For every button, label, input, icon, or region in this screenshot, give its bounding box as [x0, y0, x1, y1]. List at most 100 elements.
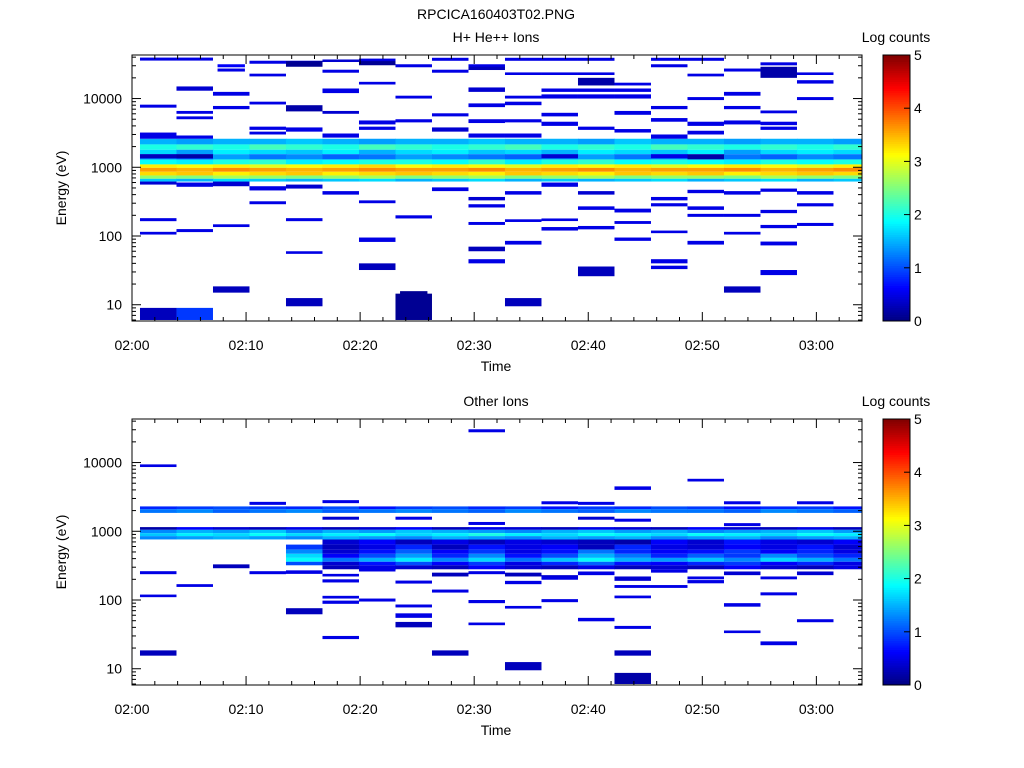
colorbar-segment [883, 168, 910, 171]
heatmap-band-cell [614, 171, 652, 176]
heatmap-cell [723, 571, 761, 576]
colorbar-segment [883, 192, 910, 196]
heatmap-band-cell [468, 149, 506, 155]
x-tick-label: 02:20 [343, 701, 378, 717]
heatmap-band-cell [760, 144, 798, 150]
heatmap-band-cell [796, 144, 834, 150]
colorbar-segment [883, 465, 910, 469]
heatmap-band-cell [614, 539, 652, 545]
colorbar-segment [883, 55, 910, 58]
heatmap-cell [614, 110, 651, 115]
heatmap-cell [139, 104, 177, 108]
heatmap-cell [139, 181, 177, 185]
colorbar-segment [883, 600, 910, 604]
heatmap-cell [687, 576, 724, 580]
heatmap-band-cell [212, 154, 250, 160]
heatmap-band-cell [723, 509, 761, 513]
heatmap-cell [796, 97, 834, 101]
heatmap-band-cell [650, 533, 688, 537]
heatmap-band-cell [468, 527, 506, 530]
colorbar-segment [883, 199, 910, 202]
panel-2-colorbar-label: Log counts [862, 393, 931, 409]
heatmap-cell [614, 486, 651, 490]
heatmap-band-cell [358, 536, 396, 540]
heatmap-band-cell [577, 175, 615, 179]
heatmap-band-cell [504, 565, 542, 570]
heatmap-band-cell [395, 144, 433, 150]
heatmap-band-cell [577, 509, 615, 513]
heatmap-cell [760, 188, 797, 192]
heatmap-band-cell [431, 506, 469, 510]
heatmap-cell [796, 203, 834, 207]
heatmap-band-cell [541, 175, 579, 179]
colorbar-segment [883, 567, 910, 571]
heatmap-cell [249, 201, 286, 205]
colorbar-segment [883, 236, 910, 240]
heatmap-cell [395, 119, 432, 123]
heatmap-band-cell [833, 536, 863, 540]
colorbar-segment [883, 474, 910, 478]
heatmap-band-cell [358, 144, 396, 150]
colorbar-segment [883, 671, 910, 675]
colorbar-tick-label: 3 [914, 153, 922, 169]
x-tick-label: 02:30 [457, 337, 492, 353]
colorbar-segment [883, 616, 910, 619]
heatmap-cell [358, 61, 396, 66]
heatmap-cell [723, 630, 761, 634]
heatmap-band-cell [322, 144, 360, 150]
heatmap-cell [212, 564, 250, 569]
colorbar-segment [883, 665, 910, 668]
heatmap-band-cell [285, 529, 323, 534]
heatmap-band-cell [212, 536, 250, 540]
heatmap-band-cell [468, 529, 506, 534]
colorbar-segment [883, 625, 910, 628]
heatmap-cell [687, 206, 724, 210]
heatmap-cell [431, 127, 469, 132]
heatmap-cell [468, 600, 505, 604]
heatmap-band-cell [650, 167, 688, 172]
heatmap-band-cell [650, 149, 688, 155]
heatmap-band-cell [285, 509, 323, 513]
heatmap-cell [504, 572, 542, 577]
x-tick-label: 02:50 [685, 701, 720, 717]
heatmap-band-cell [687, 175, 725, 179]
y-tick-label: 10 [106, 661, 122, 677]
heatmap-band-cell [212, 159, 250, 165]
heatmap-band-cell [541, 533, 579, 537]
heatmap-band-cell [796, 544, 834, 550]
colorbar-segment [883, 441, 910, 444]
colorbar-tick-label: 0 [914, 677, 922, 693]
heatmap-band-cell [650, 549, 688, 554]
heatmap-cell [358, 200, 396, 204]
colorbar-segment [883, 438, 910, 442]
heatmap-band-cell [249, 159, 287, 165]
heatmap-band-cell [468, 171, 506, 176]
heatmap-band-cell [212, 509, 250, 513]
heatmap-band-cell [577, 565, 615, 570]
heatmap-band-cell [285, 544, 323, 550]
heatmap-band-cell [395, 544, 433, 550]
heatmap-cell [139, 571, 177, 575]
heatmap-band-cell [723, 539, 761, 545]
colorbar-segment [883, 472, 910, 475]
colorbar-segment [883, 545, 910, 548]
heatmap-band-cell [176, 175, 214, 179]
heatmap-cell [687, 57, 724, 61]
panel-1-x-label: Time [481, 358, 512, 374]
heatmap-cell [212, 91, 250, 96]
colorbar-segment [883, 61, 910, 65]
heatmap-band-cell [760, 544, 798, 550]
heatmap-band-cell [833, 529, 863, 534]
heatmap-band-cell [504, 561, 542, 566]
heatmap-band-cell [395, 549, 433, 554]
colorbar-segment [883, 607, 910, 611]
colorbar-segment [883, 463, 910, 466]
heatmap-band-cell [541, 509, 579, 513]
heatmap-band-cell [285, 549, 323, 554]
heatmap-band-cell [796, 175, 834, 179]
heatmap-band-cell [650, 539, 688, 545]
colorbar-segment [883, 283, 910, 286]
colorbar-segment [883, 425, 910, 429]
heatmap-band-cell [723, 549, 761, 554]
heatmap-band-cell [468, 178, 506, 182]
